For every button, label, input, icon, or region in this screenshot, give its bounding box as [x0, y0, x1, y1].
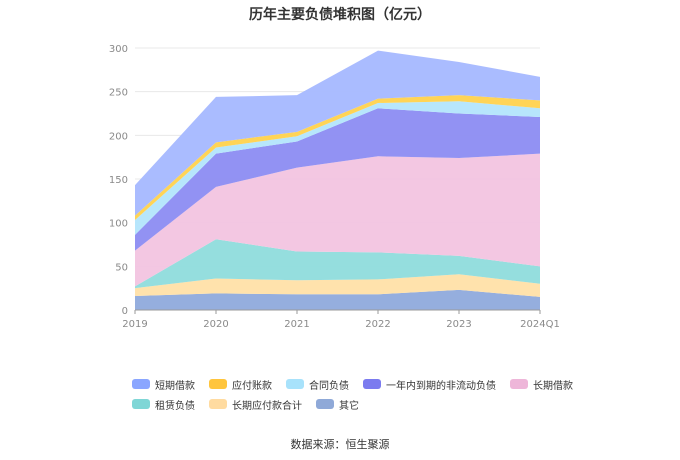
x-tick-label: 2023: [446, 319, 471, 330]
axes: 0 50 100 150 200 250 300 2019 2020 2021 2022 2023 20…: [109, 44, 560, 330]
area-series-7: [135, 50, 540, 216]
y-tick-label: 200: [109, 131, 128, 142]
y-tick-label: 300: [109, 44, 128, 55]
x-tick-label: 2024Q1: [520, 319, 560, 330]
chart-title: 历年主要负债堆积图（亿元）: [249, 7, 431, 23]
legend-swatch: [132, 379, 150, 389]
legend-swatch: [209, 399, 227, 409]
legend-label: 长期借款: [533, 380, 573, 392]
legend-label: 应付账款: [232, 380, 272, 392]
x-tick-label: 2020: [203, 319, 228, 330]
legend-item[interactable]: 长期借款: [510, 377, 573, 392]
area-series: [135, 50, 540, 310]
area-series-4: [135, 108, 540, 251]
x-tick-label: 2021: [284, 319, 309, 330]
y-tick-label: 250: [109, 88, 128, 99]
legend-item[interactable]: 合同负债: [286, 377, 349, 392]
data-source-note: 数据来源：恒生聚源: [290, 438, 390, 451]
legend-label: 长期应付款合计: [232, 400, 302, 412]
legend-item[interactable]: 其它: [316, 397, 359, 412]
legend-swatch: [510, 379, 528, 389]
area-series-1: [135, 274, 540, 297]
area-series-3: [135, 153, 540, 287]
legend-swatch: [363, 379, 381, 389]
legend-swatch: [316, 399, 334, 409]
y-tick-label: 150: [109, 175, 128, 186]
legend-label: 合同负债: [309, 380, 349, 392]
legend-label: 租赁负债: [155, 400, 195, 412]
legend-label: 一年内到期的非流动负债: [386, 380, 496, 392]
x-tick-label: 2022: [365, 319, 390, 330]
y-tick-label: 0: [122, 306, 128, 317]
x-tick-label: 2019: [122, 319, 147, 330]
legend-item[interactable]: 租赁负债: [132, 397, 195, 412]
legend-swatch: [132, 399, 150, 409]
area-series-2: [135, 239, 540, 289]
legend-swatch: [286, 379, 304, 389]
legend-item[interactable]: 长期应付款合计: [209, 397, 302, 412]
legend-swatch: [209, 379, 227, 389]
legend-label: 短期借款: [155, 380, 195, 392]
legend: 短期借款 应付账款 合同负债 一年内到期的非流动负债 长期借款租赁负债 长期应付款合计 其它: [132, 377, 592, 412]
legend-item[interactable]: 应付账款: [209, 377, 272, 392]
area-series-5: [135, 101, 540, 235]
legend-label: 其它: [339, 400, 359, 412]
y-tick-label: 50: [115, 262, 128, 273]
y-tick-label: 100: [109, 219, 128, 230]
area-series-0: [135, 289, 540, 310]
legend-item[interactable]: 短期借款: [132, 377, 195, 392]
legend-item[interactable]: 一年内到期的非流动负债: [363, 377, 496, 392]
